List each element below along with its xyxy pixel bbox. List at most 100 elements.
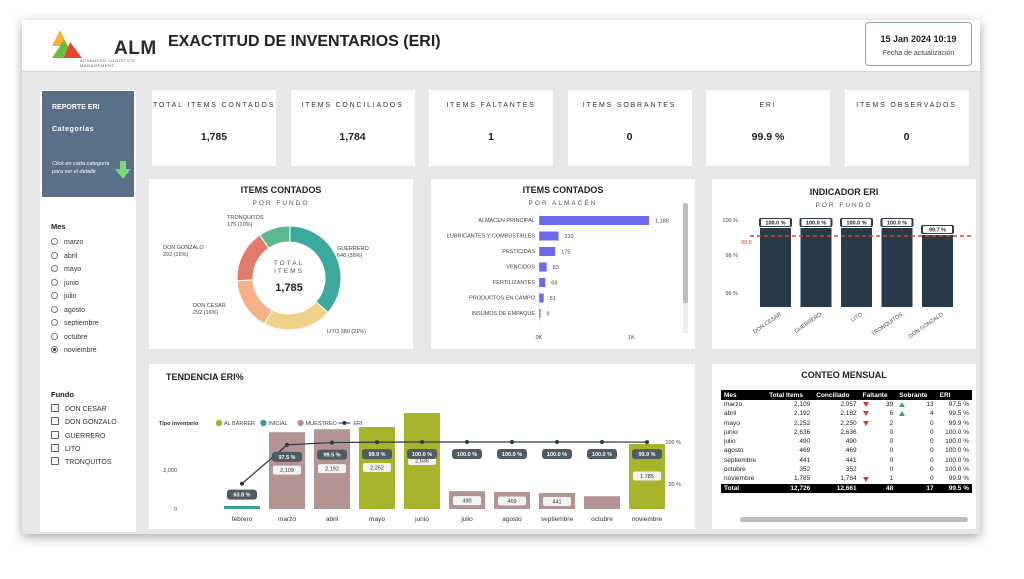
fundo-option-don-gonzalo[interactable]: DON GONZALO xyxy=(51,417,117,427)
fundo-option-guerrero[interactable]: GUERRERO xyxy=(51,430,105,441)
table-row[interactable]: abril 2,192 2,182 6 4 99.5 % xyxy=(721,409,972,418)
radio-button[interactable] xyxy=(51,332,58,340)
month-option-agosto[interactable]: agosto xyxy=(51,305,85,316)
almacen-bar[interactable] xyxy=(539,278,546,287)
radio-button[interactable] xyxy=(51,346,58,353)
tendencia-bar-febrero[interactable] xyxy=(224,506,260,509)
checkbox[interactable] xyxy=(51,430,59,439)
radio-button[interactable] xyxy=(51,319,58,326)
cell-falt-value: 0 xyxy=(889,447,894,455)
fundo-option-lito[interactable]: LITO xyxy=(51,443,80,454)
almacen-bar[interactable] xyxy=(539,309,541,318)
radio-button[interactable] xyxy=(51,292,58,299)
cell-conc: 2,057 xyxy=(840,401,857,408)
almacen-bar[interactable] xyxy=(539,247,556,256)
table-row[interactable]: agosto 469 469 0 0 100.0 % xyxy=(721,446,972,455)
almacen-bar[interactable] xyxy=(539,293,544,303)
month-option-septiembre[interactable]: septiembre xyxy=(51,319,99,329)
table-row[interactable]: junio 2,636 2,636 0 0 100.0 % xyxy=(721,428,972,437)
month-option-noviembre[interactable]: noviembre xyxy=(51,346,97,356)
table-row[interactable]: julio 490 490 0 0 100.0 % xyxy=(721,437,972,446)
fundo-option-tronquitos[interactable]: TRONQUITOS xyxy=(51,457,112,467)
eri-bar-guerrero[interactable] xyxy=(800,228,832,307)
almacen-category-label: PRODUCTOS EN CAMPO xyxy=(469,296,536,302)
cell-total: 2,252 xyxy=(793,419,811,427)
checkbox[interactable] xyxy=(51,443,59,452)
eri-trend-point[interactable] xyxy=(645,440,649,445)
radio-button[interactable] xyxy=(51,238,58,245)
eri-bar-don-gonzalo[interactable] xyxy=(922,235,953,307)
up-arrow-icon xyxy=(899,411,906,417)
eri-bar-lito[interactable] xyxy=(841,228,872,307)
legend-label: INICIAL xyxy=(268,421,287,427)
eri-trend-point[interactable] xyxy=(420,440,424,444)
alm-logo: ALM ADVANCED LOGISTICS MANAGEMENT xyxy=(50,28,156,68)
table-row[interactable]: septiembre 441 441 0 0 100.0 % xyxy=(721,456,972,465)
eri-trend-point[interactable] xyxy=(510,440,514,444)
eri-label: 100.0 % xyxy=(412,452,432,458)
eri-trend-point[interactable] xyxy=(375,440,379,445)
legend-title: Tipo inventario xyxy=(159,421,199,427)
column-header[interactable]: Mes xyxy=(721,390,767,400)
donut-subtitle: POR FUNDO xyxy=(252,200,310,207)
eri-bar-tronquitos[interactable] xyxy=(881,228,913,307)
cell-total: 490 xyxy=(799,438,811,446)
fundo-option-don-cesar[interactable]: DON CESAR xyxy=(51,404,107,414)
table-row[interactable]: mayo 2,252 2,250 2 0 99.9 % xyxy=(721,419,972,428)
table-row[interactable]: octubre 352 352 0 0 100.0 % xyxy=(721,465,972,474)
cell-conc: 490 xyxy=(845,438,857,446)
almacen-bar[interactable] xyxy=(539,216,649,225)
chart-scrollbar-thumb[interactable] xyxy=(683,203,688,303)
almacen-bar[interactable] xyxy=(539,231,559,241)
donut-slice-tronquitos[interactable] xyxy=(259,225,291,249)
eri-trend-point[interactable] xyxy=(600,440,604,444)
kpi-label: ITEMS OBSERVADOS xyxy=(856,102,957,109)
donut-slice-don-cesar[interactable] xyxy=(236,279,273,325)
x-tick-label: 0K xyxy=(536,335,543,341)
month-option-abril[interactable]: abril xyxy=(51,251,77,262)
radio-button[interactable] xyxy=(51,265,58,272)
month-option-julio[interactable]: julio xyxy=(51,292,76,302)
checkbox[interactable] xyxy=(51,404,59,412)
checkbox[interactable] xyxy=(51,457,59,466)
eri-label: 100.0 % xyxy=(502,452,522,458)
eri-value-badge-inner xyxy=(923,226,952,233)
month-option-junio[interactable]: junio xyxy=(51,278,79,289)
cell-faltante: 6 xyxy=(860,409,897,418)
eri-bar-don-cesar[interactable] xyxy=(760,228,791,307)
eri-trend-point[interactable] xyxy=(465,440,469,444)
tendencia-bar-octubre[interactable] xyxy=(584,496,620,509)
eri-trend-point[interactable] xyxy=(240,481,244,486)
column-header[interactable]: Faltante xyxy=(859,390,897,400)
table-scrollbar[interactable] xyxy=(740,517,968,522)
cell-falt-value: 39 xyxy=(885,401,894,408)
almacen-bar[interactable] xyxy=(539,262,547,272)
up-arrow-icon xyxy=(899,402,906,408)
radio-button[interactable] xyxy=(51,305,58,313)
table-row[interactable]: marzo 2,109 2,057 39 13 97.5 % xyxy=(721,400,972,409)
checkbox[interactable] xyxy=(51,417,59,426)
eri-trend-point[interactable] xyxy=(285,442,289,447)
month-option-marzo[interactable]: marzo xyxy=(51,238,83,248)
column-header[interactable]: Total Items xyxy=(766,390,814,400)
donut-slice-label: GUERRERO xyxy=(337,246,370,252)
report-navigation-button[interactable]: REPORTE ERI Categorías Click en cada cat… xyxy=(42,91,134,197)
radio-button[interactable] xyxy=(51,251,58,259)
radio-button[interactable] xyxy=(51,278,58,286)
chart-scrollbar-track[interactable] xyxy=(683,203,688,333)
column-header[interactable]: Conciliado xyxy=(813,390,860,400)
month-option-label: junio xyxy=(64,279,79,287)
column-header[interactable]: ERI xyxy=(936,390,972,400)
bar-value-label: 469 xyxy=(507,499,516,505)
month-option-octubre[interactable]: octubre xyxy=(51,332,87,343)
bar-value-badge xyxy=(543,496,571,506)
bar-value-label: 2,636 xyxy=(415,459,429,465)
month-option-mayo[interactable]: mayo xyxy=(51,265,81,275)
donut-slice-lito[interactable] xyxy=(263,301,329,331)
cell-eri: 100.0 % xyxy=(945,428,969,436)
eri-label: 63.8 % xyxy=(233,493,250,499)
eri-trend-point[interactable] xyxy=(330,440,334,445)
column-header[interactable]: Sobrante xyxy=(896,390,937,400)
eri-trend-point[interactable] xyxy=(555,440,559,444)
table-row[interactable]: noviembre 1,785 1,784 1 0 99.9 % xyxy=(721,474,972,483)
